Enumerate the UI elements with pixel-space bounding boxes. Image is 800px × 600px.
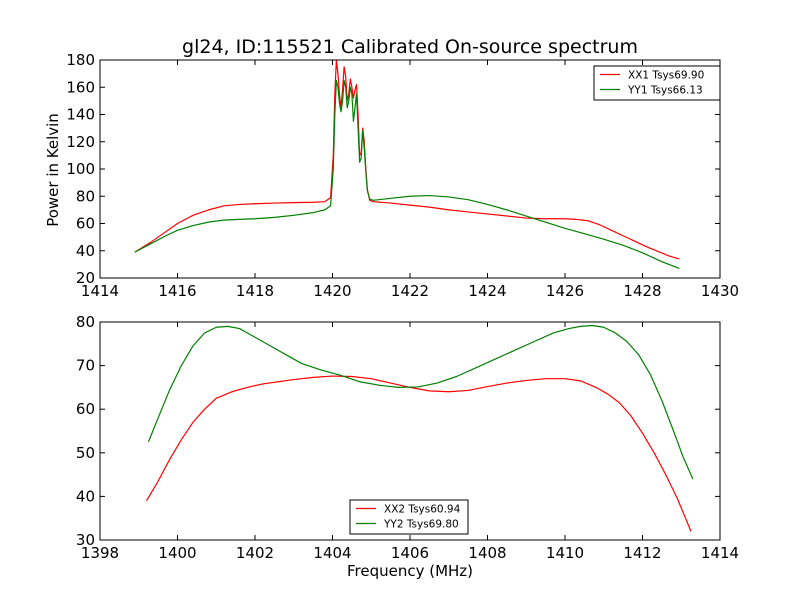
x-tick-label: 1428 [623,282,661,300]
x-tick-label: 1420 [313,282,351,300]
x-tick-label: 1426 [546,282,584,300]
legend-entry: XX2 Tsys60.94 [384,504,461,516]
x-tick-label: 1418 [236,282,274,300]
y-tick-label: 70 [76,357,95,375]
x-tick-label: 1424 [468,282,506,300]
y-tick-label: 60 [76,400,95,418]
x-tick-label: 1408 [468,544,506,562]
y-tick-label: 180 [66,51,95,69]
figure-title: gl24, ID:115521 Calibrated On-source spe… [182,36,638,58]
y-tick-label: 80 [76,313,95,331]
series-line-red [145,375,692,532]
x-tick-label: 1410 [546,544,584,562]
legend: XX2 Tsys60.94 YY2 Tsys69.80 [349,499,469,535]
y-tick-label: 30 [76,531,95,549]
x-tick-label: 1416 [158,282,196,300]
y-tick-label: 100 [66,160,95,178]
y-tick-label: 80 [76,187,95,205]
bottom-plot: 1398 1400 1402 1404 1406 1408 1410 1412 1414 30 40… [76,313,739,562]
series-line-green [134,79,680,270]
y-tick-label: 160 [66,78,95,96]
y-tick-label: 20 [76,269,95,287]
x-tick-label: 1400 [158,544,196,562]
x-tick-label: 1406 [391,544,429,562]
x-tick-label: 1414 [81,282,119,300]
series-line-red [134,60,680,260]
legend-box [349,499,469,535]
x-axis-label: Frequency (MHz) [347,562,473,580]
y-tick-label: 50 [76,444,95,462]
top-plot: 1414 1416 1418 1420 1422 1424 1426 1428 1430 20 40… [66,51,739,300]
x-tick-label: 1414 [701,544,739,562]
legend-entry: XX1 Tsys69.90 [628,70,704,82]
x-tick-label: 1430 [701,282,739,300]
x-tick-label: 1404 [313,544,351,562]
y-axis-label: Power in Kelvin [44,113,62,227]
x-tick-label: 1402 [236,544,274,562]
x-tick-label: 1412 [623,544,661,562]
y-tick-label: 40 [76,242,95,260]
legend-entry: YY1 Tsys66.13 [627,85,703,97]
legend-box [593,65,721,101]
y-tick-label: 60 [76,215,95,233]
y-tick-label: 120 [66,133,95,151]
x-tick-label: 1422 [391,282,429,300]
y-tick-label: 140 [66,106,95,124]
legend: XX1 Tsys69.90 YY1 Tsys66.13 [593,65,721,101]
x-tick-label: 1398 [81,544,119,562]
y-tick-label: 40 [76,487,95,505]
legend-entry: YY2 Tsys69.80 [383,519,459,531]
series-line-green [147,324,694,480]
